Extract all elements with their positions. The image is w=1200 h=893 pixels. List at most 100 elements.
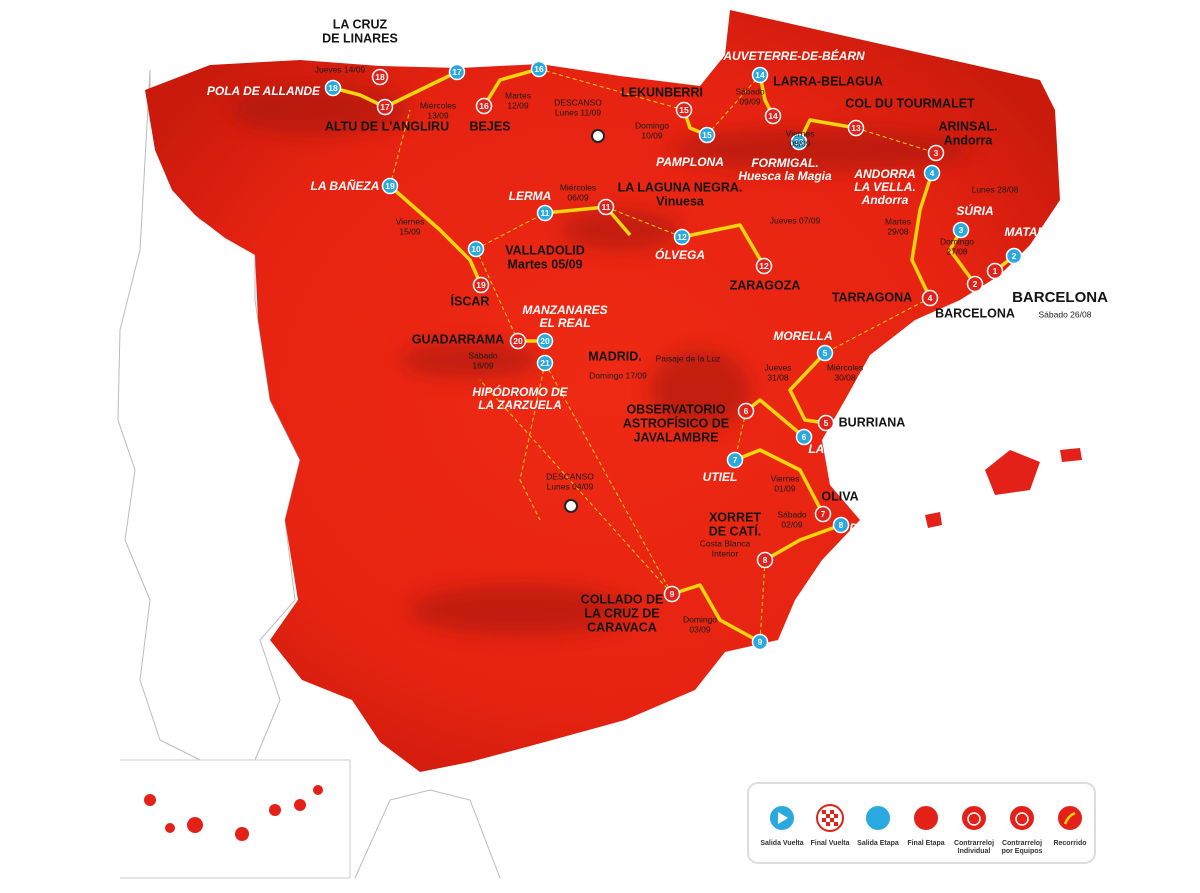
place-label: LA VELLA. (854, 180, 916, 194)
place-label: Vinuesa (656, 194, 705, 208)
place-label: ASTROFÍSICO DE (623, 415, 729, 430)
place-label: MANZANARES (522, 303, 607, 317)
stage-marker (597, 198, 615, 216)
place-label: 03/09 (689, 624, 711, 634)
stage-number: 2 (973, 279, 978, 289)
place-label: ANDORRA (853, 167, 915, 181)
place-label: Martes (885, 216, 911, 226)
stage-number: 20 (513, 336, 523, 346)
place-label: ZARAGOZA (730, 278, 801, 292)
stage-number: 16 (534, 64, 544, 74)
place-label: LA CRUZ (333, 17, 388, 31)
stage-number: 15 (702, 130, 712, 140)
place-label: Sábado (777, 509, 807, 519)
place-label: Miércoles (827, 362, 863, 372)
stage-marker (832, 516, 850, 534)
place-label: Lunes 04/09 (547, 481, 594, 491)
place-label: Costa Blanca (700, 538, 751, 548)
stage-marker (952, 221, 970, 239)
place-label: Lunes 11/09 (555, 107, 601, 117)
stage-marker (847, 119, 865, 137)
place-label: ÓLVEGA (655, 247, 705, 262)
stage-number: 9 (758, 637, 763, 647)
legend-label: Recorrido (1053, 840, 1086, 847)
place-label: 08/09 (789, 138, 811, 148)
stage-number: 20 (540, 336, 550, 346)
stage-marker (1005, 247, 1023, 265)
stage-number: 21 (540, 358, 550, 368)
place-label: 13/09 (427, 110, 449, 120)
place-label: OBSERVATORIO (626, 402, 725, 416)
stage-marker (371, 68, 389, 86)
place-label: LA LAGUNA NEGRA. (618, 180, 743, 194)
stage-marker (790, 133, 808, 151)
stage-number: 13 (794, 137, 804, 147)
place-label: 01/09 (774, 483, 796, 493)
stage-number: 4 (930, 168, 935, 178)
place-label: Domingo (940, 236, 974, 246)
legend-icon-check (822, 810, 826, 814)
stage-number: 19 (385, 181, 395, 191)
stage-marker (467, 240, 485, 258)
place-label: 31/08 (767, 372, 789, 382)
stage-marker (927, 144, 945, 162)
legend-icon (912, 804, 940, 832)
stage-marker (472, 276, 490, 294)
place-label: BURRIANA (839, 415, 906, 429)
legend-label: Final Vuelta (810, 840, 849, 847)
place-label: LA CRUZ DE (584, 606, 659, 620)
stage-marker (509, 332, 527, 350)
legend-icon-clock (967, 812, 981, 826)
stage-markers: 1818171716161515141413133432214191911111… (324, 60, 1023, 651)
place-label: Martes 05/09 (507, 257, 582, 271)
place-label: SAUVETERRE-DE-BÉARN (715, 48, 865, 63)
route (332, 67, 1016, 644)
stage-marker (817, 414, 835, 432)
place-label: Viernes (396, 216, 425, 226)
legend-icon-arrow (1063, 811, 1076, 825)
place-label: EL REAL (539, 316, 590, 330)
place-label: 02/09 (781, 519, 803, 529)
stage-marker (737, 402, 755, 420)
place-label: LERMA (509, 189, 552, 203)
stage-number: 8 (763, 555, 768, 565)
stage-number: 16 (479, 101, 489, 111)
place-label: Domingo (683, 614, 717, 624)
stage-marker (663, 585, 681, 603)
place-label: DESCANSO (546, 471, 594, 481)
stage-number: 19 (476, 280, 486, 290)
place-label: LA ZARZUELA (478, 398, 562, 412)
place-label: BARCELONA (1012, 289, 1108, 306)
place-label: DE CATÍ. (709, 523, 762, 538)
stage-marker (536, 204, 554, 222)
legend-icon-check (822, 818, 826, 822)
legend-icon (1008, 804, 1036, 832)
place-label: CARTAGENA (732, 653, 808, 667)
place-label: Martes (505, 90, 531, 100)
legend-icon-check (834, 814, 838, 818)
legend-label: Contrarreloj (954, 840, 994, 847)
place-label: Paisaje de la Luz (656, 353, 721, 363)
stage-number: 9 (670, 589, 675, 599)
stage-number: 15 (679, 105, 689, 115)
legend: Salida Vuelta Final Vuelta Salida Etapa Fin… (747, 782, 1096, 864)
place-label: PAMPLONA (656, 155, 724, 169)
place-label: Sábado (735, 86, 765, 96)
place-label: MATARÓ (1005, 224, 1057, 239)
place-label: CARAVACA (587, 620, 657, 634)
place-label: 10/09 (641, 130, 663, 140)
stage-marker (751, 66, 769, 84)
place-label: HIPÓDROMO DE (472, 384, 568, 399)
legend-icon (960, 804, 988, 832)
legend-icon (864, 804, 892, 832)
stage-number: 6 (802, 432, 807, 442)
stage-number: 1 (993, 266, 998, 276)
place-label: LIENCRES PLAYA (516, 42, 619, 56)
place-label: Miércoles (560, 182, 596, 192)
legend-label: por Equipos (1002, 848, 1043, 855)
legend-label: Contrarreloj (1002, 840, 1042, 847)
stage-marker (764, 107, 782, 125)
stage-number: 6 (744, 406, 749, 416)
stage-number: 8 (839, 520, 844, 530)
rest-day-icons (564, 129, 605, 513)
